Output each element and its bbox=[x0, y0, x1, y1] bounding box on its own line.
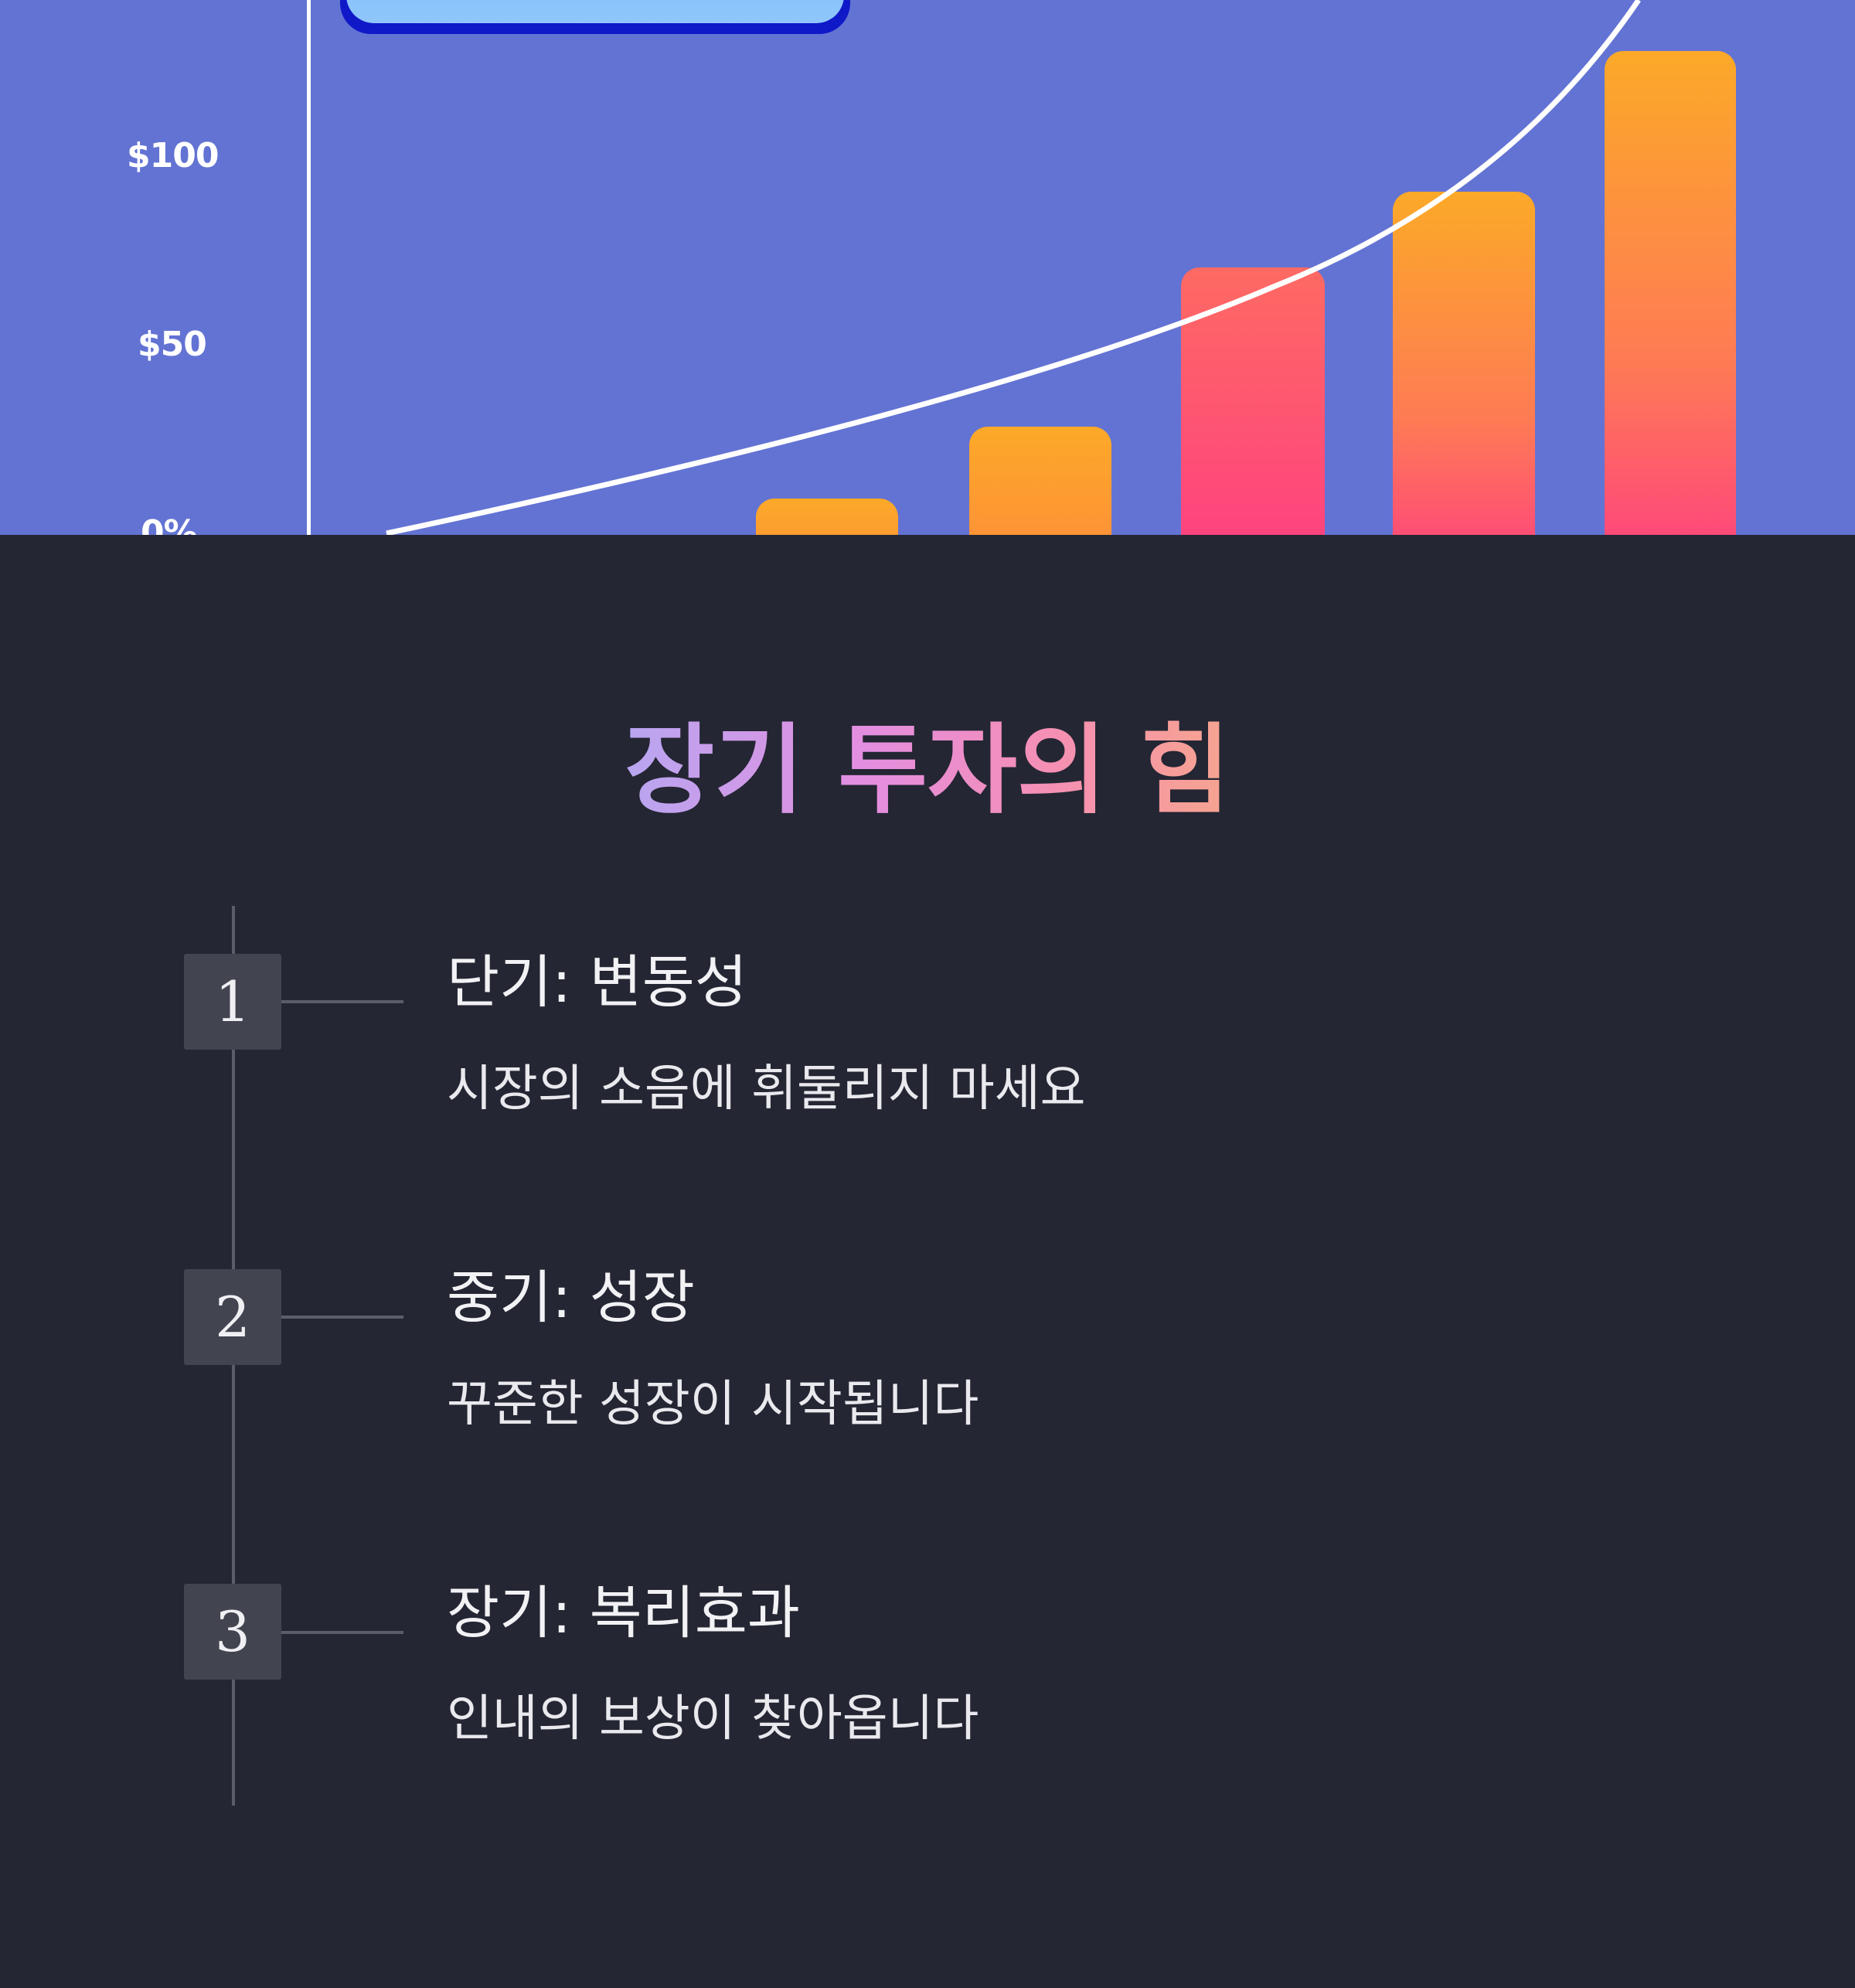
y-axis-line bbox=[307, 0, 311, 535]
step-number-badge: 1 bbox=[184, 954, 281, 1050]
step-connector bbox=[281, 1316, 403, 1319]
growth-curve bbox=[386, 0, 1641, 535]
chart-bar bbox=[1181, 267, 1325, 535]
step-heading: 장기: 복리효과 bbox=[447, 1580, 800, 1646]
step-description: 시장의 소음에 휘둘리지 마세요 bbox=[447, 1060, 1086, 1118]
hero-chart-image: $100 $50 0% bbox=[0, 0, 1855, 535]
step-description: 꾸준한 성장이 시작됩니다 bbox=[447, 1376, 979, 1433]
y-tick-100: $100 bbox=[127, 136, 219, 175]
y-tick-0: 0% bbox=[141, 513, 198, 535]
chart-bar bbox=[756, 499, 898, 535]
content-section: 장기 투자의 힘 1 단기: 변동성 시장의 소음에 휘둘리지 마세요 2 중기… bbox=[0, 535, 1855, 1988]
chart-bar bbox=[1605, 51, 1736, 535]
step-heading: 중기: 성장 bbox=[447, 1265, 695, 1331]
y-tick-50: $50 bbox=[138, 325, 207, 364]
step-connector bbox=[281, 1631, 403, 1634]
chart-bar bbox=[969, 427, 1111, 535]
step-number-badge: 2 bbox=[184, 1269, 281, 1365]
growth-chart-graphic bbox=[307, 0, 1736, 535]
step-description: 인내의 보상이 찾아옵니다 bbox=[447, 1690, 979, 1748]
step-number-badge: 3 bbox=[184, 1584, 281, 1680]
step-heading: 단기: 변동성 bbox=[447, 949, 747, 1016]
section-title: 장기 투자의 힘 bbox=[625, 713, 1230, 827]
chart-bar bbox=[1393, 192, 1535, 535]
badge-graphic bbox=[340, 0, 850, 34]
step-connector bbox=[281, 1000, 403, 1003]
